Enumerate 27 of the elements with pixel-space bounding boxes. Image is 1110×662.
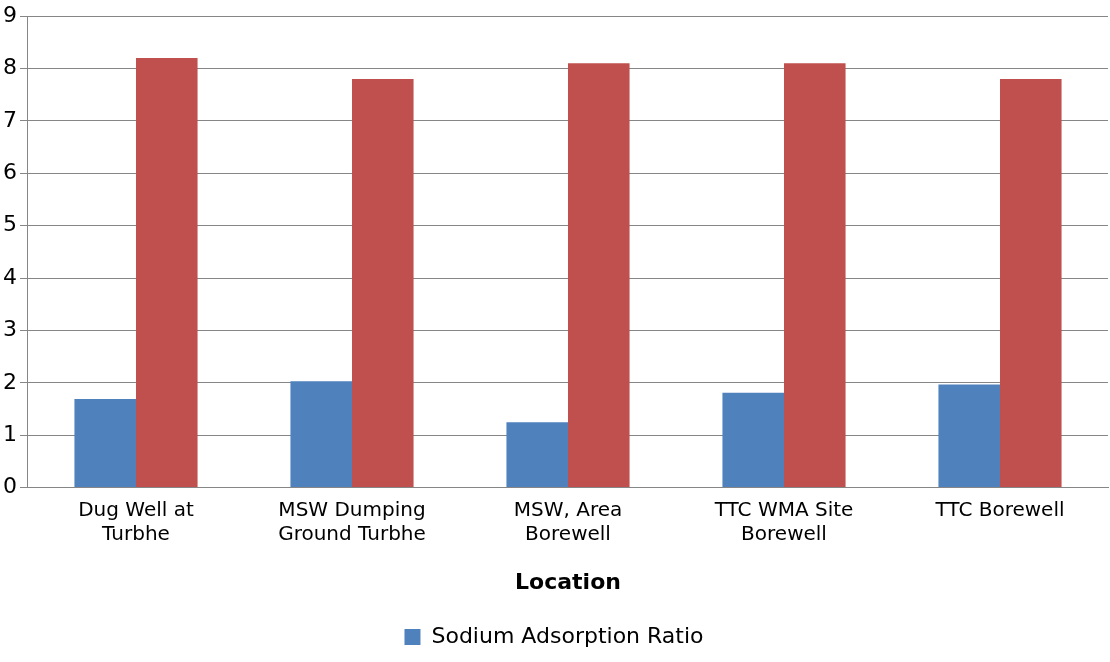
- y-tick-label: 4: [3, 263, 17, 289]
- y-tick-label: 0: [3, 473, 17, 499]
- bar: [506, 422, 568, 488]
- x-axis-title: Location: [515, 568, 621, 594]
- bar: [74, 399, 136, 488]
- x-tick-label: Dug Well at Turbhe: [78, 496, 194, 545]
- y-tick-label: 1: [3, 420, 17, 446]
- bar: [938, 384, 1000, 488]
- bar: [136, 58, 198, 488]
- y-tick-label: 7: [3, 106, 17, 132]
- x-tick-label: TTC Borewell: [934, 496, 1065, 521]
- y-tick-label: 2: [3, 368, 17, 394]
- y-tick-label: 9: [3, 1, 17, 27]
- x-tick-label: TTC WMA Site Borewell: [713, 496, 854, 545]
- y-tick-label: 8: [3, 54, 17, 80]
- bar: [290, 381, 352, 488]
- x-tick-label: MSW Dumping Ground Turbhe: [278, 496, 426, 545]
- y-tick-label: 3: [3, 316, 17, 342]
- y-tick-label: 6: [3, 159, 17, 185]
- bar: [784, 63, 846, 488]
- bar: [722, 392, 784, 488]
- legend-label: Sodium Adsorption Ratio: [431, 622, 704, 648]
- bar: [1000, 79, 1062, 488]
- x-tick-label: MSW, Area Borewell: [513, 496, 623, 545]
- y-tick-label: 5: [3, 211, 17, 237]
- bar: [352, 79, 414, 488]
- bar: [568, 63, 630, 488]
